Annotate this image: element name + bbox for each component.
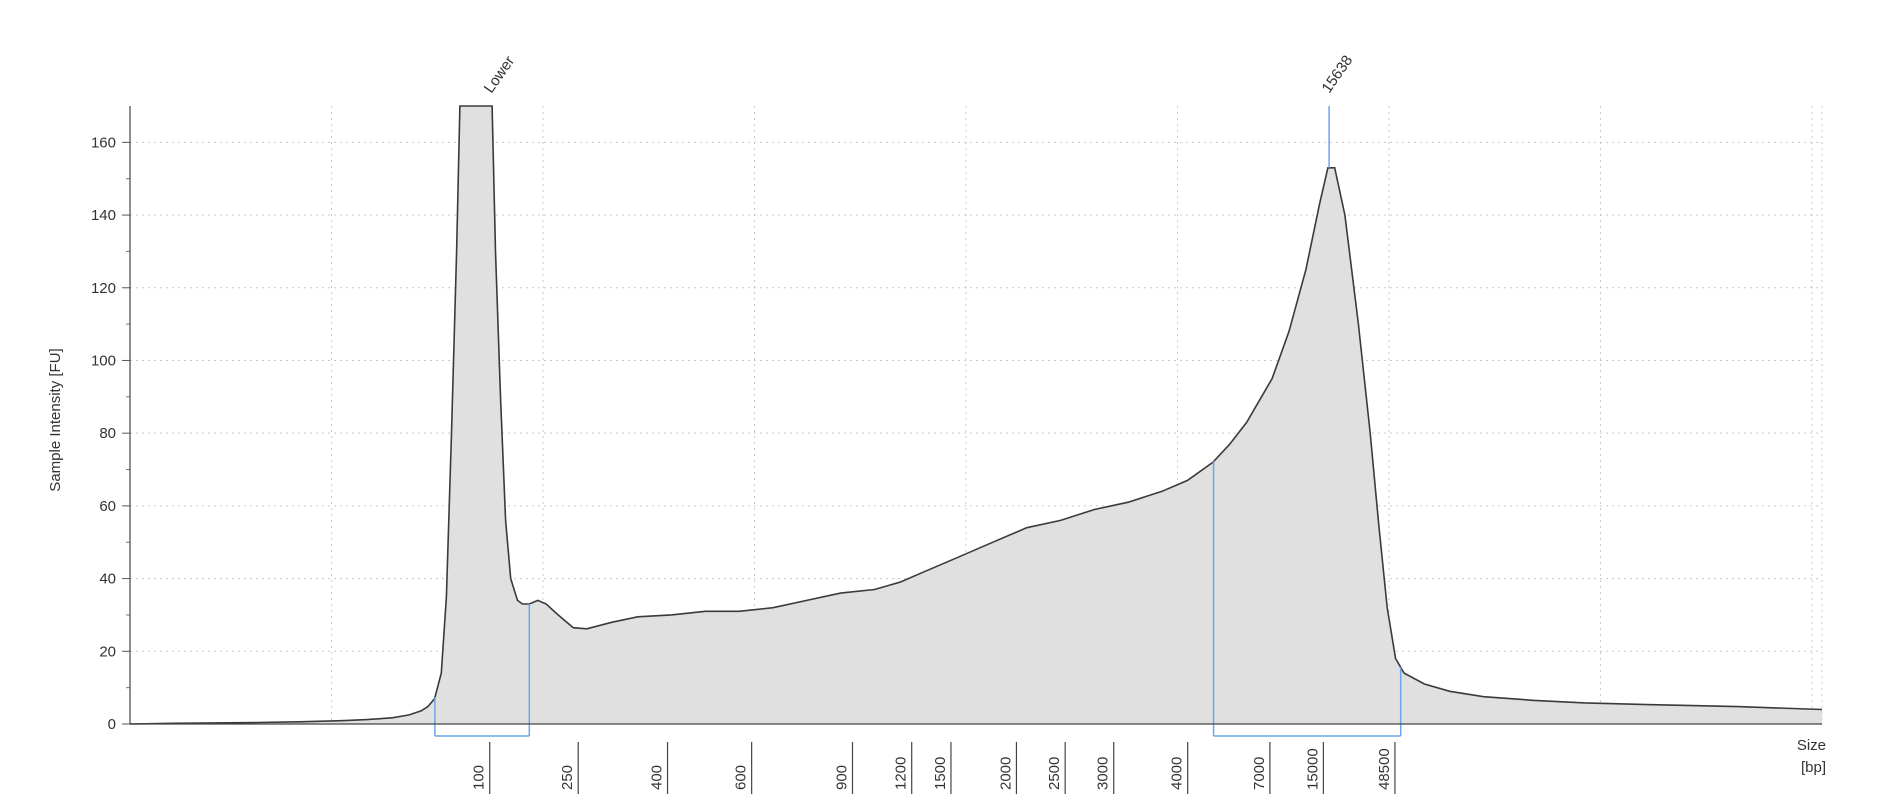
y-axis-title: Sample Intensity [FU] <box>47 348 64 491</box>
region-brackets <box>434 461 1402 737</box>
ladder-size-label: 600 <box>733 765 750 790</box>
y-tick-label: 140 <box>91 207 116 224</box>
y-tick-label: 0 <box>108 716 116 733</box>
y-tick-label: 80 <box>99 425 116 442</box>
intensity-trace-area <box>130 106 1822 724</box>
size-ladder: 100 250 400 600 900 1200 1500 2000 2500 3000 4000 7… <box>471 742 1396 794</box>
peak-label: Lower <box>481 53 518 96</box>
ladder-size-label: 1500 <box>932 757 949 790</box>
ladder-size-label: 900 <box>833 765 850 790</box>
ladder-size-label: 15000 <box>1304 748 1321 790</box>
y-tick-label: 20 <box>99 643 116 660</box>
axes: 0 20 40 60 80 100 120 140 160 <box>91 106 1822 733</box>
ladder-size-label: 100 <box>471 765 488 790</box>
x-axis-title-size: Size <box>1797 737 1826 754</box>
ladder-size-label: 1200 <box>893 757 910 790</box>
y-tick-label: 60 <box>99 498 116 515</box>
ladder-size-label: 2500 <box>1046 757 1063 790</box>
ladder-size-label: 250 <box>559 765 576 790</box>
x-axis-title-unit: [bp] <box>1801 759 1826 776</box>
y-tick-label: 100 <box>91 352 116 369</box>
ladder-size-label: 2000 <box>997 757 1014 790</box>
intensity-trace-line <box>129 105 1823 725</box>
y-tick-label: 120 <box>91 280 116 297</box>
ladder-size-label: 7000 <box>1251 757 1268 790</box>
peak-markers: Lower 15638 <box>481 52 1356 168</box>
y-tick-label: 40 <box>99 571 116 588</box>
peak-label: 15638 <box>1318 52 1356 96</box>
ladder-size-label: 48500 <box>1376 748 1393 790</box>
ladder-size-label: 400 <box>649 765 666 790</box>
ladder-size-label: 4000 <box>1169 757 1186 790</box>
ladder-size-label: 3000 <box>1095 757 1112 790</box>
y-tick-label: 160 <box>91 134 116 151</box>
grid-lines <box>130 106 1823 724</box>
